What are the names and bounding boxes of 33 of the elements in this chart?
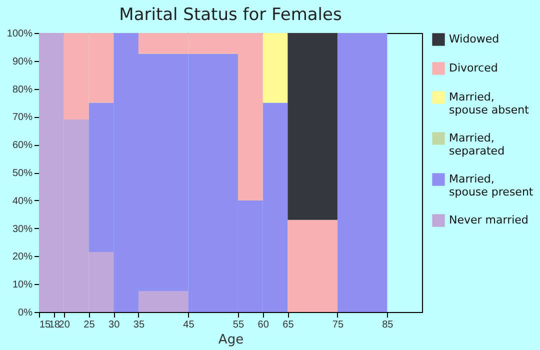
legend-label: Married, separated bbox=[449, 132, 505, 158]
x-tick-label: 15 bbox=[40, 320, 52, 330]
x-tick-label: 35 bbox=[133, 320, 145, 330]
y-tick-label: 90% bbox=[12, 56, 33, 68]
legend-label: Married, spouse present bbox=[449, 172, 534, 198]
x-tick-label: 65 bbox=[282, 320, 294, 330]
x-tick-label: 20 bbox=[58, 320, 70, 330]
x-tick-label: 25 bbox=[84, 320, 96, 330]
y-tick-label: 30% bbox=[12, 224, 33, 235]
bar bbox=[288, 33, 338, 220]
chart-title: Marital Status for Females bbox=[119, 5, 342, 25]
x-tick-label: 60 bbox=[258, 320, 270, 330]
y-tick-label: 100% bbox=[6, 28, 33, 40]
bar bbox=[262, 33, 288, 103]
y-tick-label: 0% bbox=[18, 308, 33, 318]
y-tick-label: 10% bbox=[12, 280, 33, 291]
y-tick-label: 50% bbox=[12, 168, 33, 179]
x-tick-label: 30 bbox=[108, 320, 120, 330]
y-tick-label: 40% bbox=[12, 196, 33, 207]
x-tick-label: 45 bbox=[183, 320, 195, 330]
x-axis-title: Age bbox=[218, 332, 244, 348]
legend-label: Married, spouse absent bbox=[449, 90, 530, 116]
legend-label: Never married bbox=[449, 214, 528, 226]
legend-label: Widowed bbox=[449, 32, 500, 46]
x-tick-label: 75 bbox=[332, 320, 344, 330]
y-tick-label: 60% bbox=[12, 140, 33, 152]
x-tick-label: 85 bbox=[382, 320, 394, 330]
legend-label: Divorced bbox=[449, 62, 498, 74]
y-tick-label: 70% bbox=[12, 112, 33, 124]
x-tick-label: 55 bbox=[232, 320, 244, 330]
y-tick-label: 20% bbox=[12, 252, 33, 263]
y-tick-label: 80% bbox=[12, 84, 33, 96]
x-tick-label: 18 bbox=[48, 320, 60, 330]
